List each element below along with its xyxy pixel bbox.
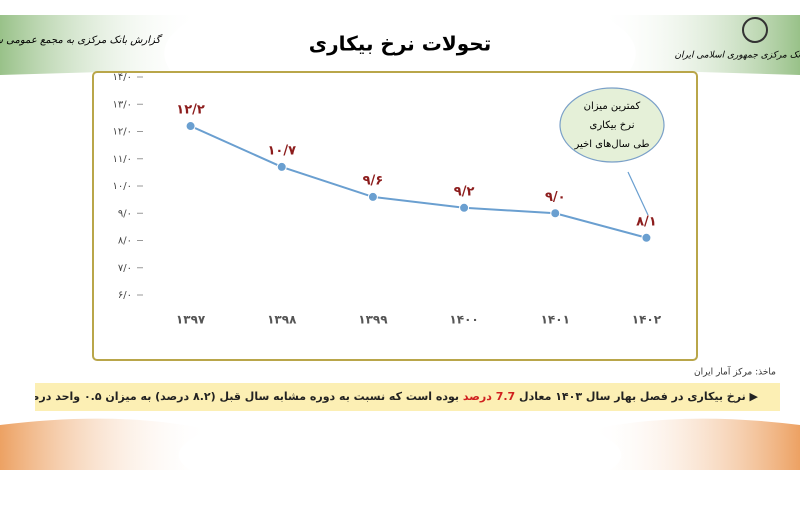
y-tick-label: ۷/۰	[118, 263, 132, 274]
note-text: بوده است که نسبت به دوره مشابه سال قبل (…	[35, 390, 460, 403]
y-tick-label: ۱۴/۰	[113, 72, 132, 83]
x-tick-label: ۱۴۰۲	[632, 313, 662, 327]
note-highlight: 7.7 درصد	[462, 390, 516, 403]
annotation-bubble	[559, 87, 665, 163]
y-tick-label: ۶/۰	[118, 290, 132, 301]
x-tick-label: ۱۳۹۸	[267, 313, 297, 327]
data-label: ۱۰/۷	[267, 143, 296, 158]
annotation: کمترین میزان نرخ بیکاری طی سال‌های اخیر	[574, 101, 650, 150]
decor	[590, 418, 800, 470]
chart-title: تحولات نرخ بیکاری	[309, 32, 491, 56]
data-label: ۱۲/۲	[176, 103, 205, 118]
point	[550, 208, 561, 219]
chart-frame	[92, 71, 698, 361]
header-left: گزارش بانک مرکزی به مجمع عمومی سال ۱۴۰۲	[0, 34, 164, 46]
data-label: ۹/۶	[363, 173, 384, 188]
y-tick-label: ۱۰/۰	[113, 181, 132, 192]
y-tick-label: ۸/۰	[118, 236, 132, 247]
x-tick-label: ۱۴۰۱	[541, 313, 570, 327]
decor	[0, 418, 210, 470]
x-tick-label: ۱۴۰۰	[449, 313, 478, 327]
data-label: ۹/۰	[545, 190, 566, 205]
logo	[742, 17, 768, 43]
note: ▶ نرخ بیکاری در فصل بهار سال ۱۴۰۳ معادل …	[35, 383, 780, 411]
note-text: نرخ بیکاری در فصل بهار سال ۱۴۰۳ معادل	[519, 390, 746, 403]
line	[190, 125, 647, 239]
point	[641, 232, 652, 243]
decor	[600, 15, 800, 75]
decor	[0, 15, 200, 75]
point	[185, 121, 196, 132]
point	[367, 191, 378, 202]
annotation-pointer	[627, 171, 649, 216]
x-tick-label: ۱۳۹۷	[176, 313, 206, 327]
y-tick-label: ۱۳/۰	[113, 99, 132, 110]
x-tick-label: ۱۳۹۹	[358, 313, 388, 327]
y-tick-label: ۱۲/۰	[113, 127, 132, 138]
data-label: ۸/۱	[636, 214, 657, 229]
source: ماخذ: مرکز آمار ایران	[694, 366, 776, 378]
y-tick-label: ۱۱/۰	[113, 154, 132, 165]
point	[459, 202, 470, 213]
y-tick-label: ۹/۰	[118, 208, 132, 219]
data-label: ۹/۲	[454, 184, 475, 199]
header-right: بانک مرکزی جمهوری اسلامی ایران	[674, 51, 800, 61]
point	[276, 161, 287, 172]
